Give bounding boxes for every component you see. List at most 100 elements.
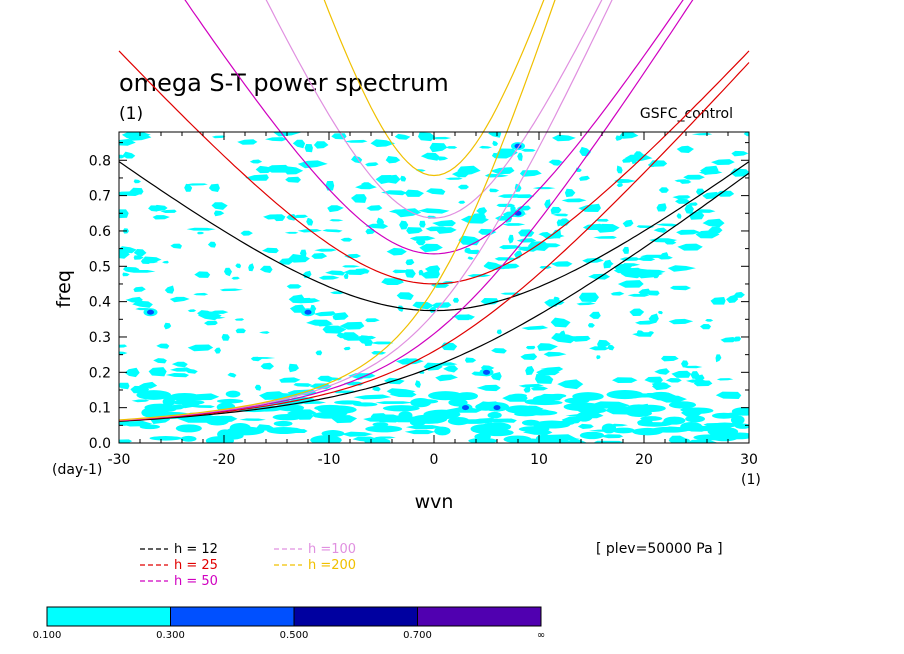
y-tick-label: 0.1 xyxy=(89,401,111,417)
power-contour-cell xyxy=(204,320,218,326)
power-contour-cell xyxy=(272,413,303,421)
power-contour-cell xyxy=(588,273,611,280)
power-contour-cell xyxy=(614,178,637,184)
power-contour-cell xyxy=(343,346,351,351)
power-contour-cell xyxy=(276,404,305,412)
peak-contour xyxy=(493,405,501,411)
power-contour-cell xyxy=(549,393,567,398)
power-contour-cell xyxy=(596,355,601,360)
power-contour-cell xyxy=(252,357,276,359)
power-contour-cell xyxy=(397,305,404,312)
power-contour-cell xyxy=(156,343,170,349)
colorbar-segment xyxy=(170,606,295,627)
power-contour-cell xyxy=(344,139,368,143)
power-contour-cell xyxy=(418,132,436,142)
power-contour-cell xyxy=(334,400,362,405)
power-contour-cell xyxy=(127,133,152,141)
y-tick-label: 0.6 xyxy=(89,224,111,240)
power-contour-cell xyxy=(436,156,449,161)
power-contour-cell xyxy=(619,132,639,139)
power-contour-cell xyxy=(315,350,323,356)
power-contour-cell xyxy=(208,183,220,192)
power-contour-cell xyxy=(133,179,141,184)
power-contour-cell xyxy=(656,203,667,212)
power-contour-cell xyxy=(160,209,177,213)
power-contour-cell xyxy=(272,214,286,222)
power-contour-cell xyxy=(404,189,424,197)
y-tick-label: 0.2 xyxy=(89,365,111,381)
power-contour-cell xyxy=(249,159,263,164)
power-contour-cell xyxy=(164,285,175,294)
power-contour-cell xyxy=(122,151,136,159)
power-contour-cell xyxy=(514,250,523,259)
power-contour-cell xyxy=(457,184,469,190)
power-contour-cell xyxy=(389,391,417,398)
power-contour-cell xyxy=(480,298,499,305)
power-contour-cell xyxy=(579,175,590,181)
power-contour-cell xyxy=(175,424,202,433)
power-contour-cell xyxy=(205,415,230,426)
power-contour-cell xyxy=(342,265,361,268)
y-unit-label: (day-1) xyxy=(52,462,102,478)
inertio-gravity-curve xyxy=(265,0,603,219)
power-contour-cell xyxy=(385,156,401,164)
power-contour-cell xyxy=(685,415,706,423)
power-contour-cell xyxy=(490,167,515,175)
power-contour-cell xyxy=(589,311,601,319)
y-tick-label: 0.4 xyxy=(89,295,111,311)
power-contour-cell xyxy=(496,203,516,208)
power-contour-cell xyxy=(525,345,536,350)
power-contour-cell xyxy=(240,230,253,236)
power-contour-cell xyxy=(660,252,669,259)
power-contour-cell xyxy=(527,400,563,406)
power-contour-cell xyxy=(710,297,726,305)
power-contour-cell xyxy=(658,310,663,315)
power-contour-cell xyxy=(399,220,409,230)
power-contour-cell xyxy=(260,362,274,370)
power-contour-cell xyxy=(225,390,241,398)
legend-label: h =200 xyxy=(308,558,356,573)
power-contour-cell xyxy=(668,401,697,409)
power-contour-cell xyxy=(294,214,308,218)
power-contour-cell xyxy=(576,302,596,306)
power-contour-cell xyxy=(362,268,370,274)
power-contour-cell xyxy=(375,401,414,404)
y-tick-label: 0.0 xyxy=(89,436,111,452)
power-contour-cell xyxy=(508,234,514,244)
power-contour-cell xyxy=(716,378,734,381)
power-contour-cell xyxy=(288,254,310,263)
chart-title: omega S-T power spectrum xyxy=(119,69,449,97)
power-contour-cell xyxy=(133,286,146,292)
power-contour-cell xyxy=(711,412,736,419)
power-contour-cell xyxy=(575,412,593,422)
power-contour-cell xyxy=(502,223,526,226)
power-contour-cell xyxy=(419,220,426,228)
x-tick-label: 0 xyxy=(430,452,439,468)
power-contour-cell xyxy=(445,177,463,180)
colorbar-segment xyxy=(293,606,418,627)
power-contour-cell xyxy=(617,280,644,288)
power-contour-cell xyxy=(119,344,128,348)
power-contour-cell xyxy=(317,322,334,327)
power-contour-cell xyxy=(355,184,377,190)
power-contour-cell xyxy=(711,159,735,165)
power-contour-cell xyxy=(648,331,654,335)
power-contour-cell xyxy=(235,263,242,269)
power-contour-cell xyxy=(292,139,306,149)
power-contour-cell xyxy=(544,199,551,209)
power-contour-cell xyxy=(207,241,217,248)
power-contour-cell xyxy=(484,173,509,178)
power-contour-cell xyxy=(429,142,448,153)
y-axis-label: freq xyxy=(53,270,75,308)
power-contour-cell xyxy=(366,205,383,211)
colorbar-segment xyxy=(417,606,542,627)
power-contour-cell xyxy=(731,150,749,157)
power-contour-cell xyxy=(510,393,527,398)
peak-contour xyxy=(304,309,312,315)
power-contour-cell xyxy=(169,296,190,303)
power-contour-cell xyxy=(327,205,344,213)
power-contour-cell xyxy=(363,339,373,346)
power-contour-cell xyxy=(129,187,144,195)
power-contour-cell xyxy=(139,424,160,430)
